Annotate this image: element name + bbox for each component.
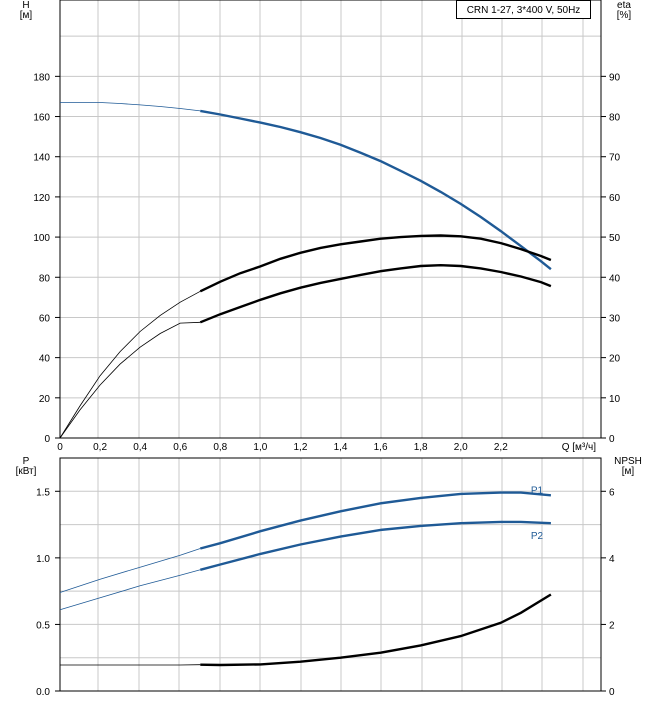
x-tick-label: 2,0 — [454, 442, 468, 453]
y-tick-label: 0 — [44, 434, 50, 445]
power-p2-curve — [200, 522, 551, 570]
y2-tick-label: 0 — [609, 434, 615, 445]
efficiency-curve-2 — [200, 265, 551, 322]
x-tick-label: 1,4 — [334, 442, 348, 453]
y-axis-label-unit: [м] — [20, 10, 33, 21]
x-tick-label: 1,0 — [253, 442, 267, 453]
y2-tick-label: 6 — [609, 487, 615, 498]
x-tick-label: 0,2 — [93, 442, 107, 453]
y2-tick-label: 50 — [609, 233, 621, 244]
y2-axis-label-unit: [м] — [622, 466, 635, 477]
x-tick-label: 0 — [57, 442, 63, 453]
y-tick-label: 140 — [33, 153, 50, 164]
y-tick-label: 0.0 — [36, 687, 50, 698]
y-axis-label-unit: [кВт] — [16, 466, 37, 477]
y2-tick-label: 20 — [609, 354, 621, 365]
y2-tick-label: 2 — [609, 620, 615, 631]
y-tick-label: 40 — [39, 354, 51, 365]
x-tick-label: 0,8 — [213, 442, 227, 453]
y-tick-label: 60 — [39, 313, 51, 324]
x-tick-label: 2,2 — [494, 442, 508, 453]
y2-tick-label: 4 — [609, 554, 615, 565]
efficiency-curve-1 — [200, 236, 551, 292]
npsh-curve — [200, 595, 551, 666]
y-tick-label: 180 — [33, 72, 50, 83]
series-label-p2: P2 — [531, 531, 544, 542]
x-tick-label: 0,4 — [133, 442, 147, 453]
y-tick-label: 160 — [33, 113, 50, 124]
x-axis-label: Q [м³/ч] — [562, 442, 597, 453]
y-tick-label: 0.5 — [36, 620, 50, 631]
chart-title-box: CRN 1-27, 3*400 V, 50Hz — [456, 0, 591, 19]
x-tick-label: 1,8 — [414, 442, 428, 453]
x-tick-label: 1,6 — [374, 442, 388, 453]
y2-tick-label: 30 — [609, 313, 621, 324]
x-tick-label: 1,2 — [293, 442, 307, 453]
y-tick-label: 120 — [33, 193, 50, 204]
y2-tick-label: 70 — [609, 153, 621, 164]
y-tick-label: 20 — [39, 394, 51, 405]
y-tick-label: 100 — [33, 233, 50, 244]
y2-tick-label: 0 — [609, 687, 615, 698]
series-label-p1: P1 — [531, 485, 544, 496]
plot-frame — [60, 0, 601, 438]
y2-tick-label: 80 — [609, 113, 621, 124]
y2-axis-label-unit: [%] — [617, 10, 632, 21]
y-tick-label: 1.0 — [36, 554, 50, 565]
y-tick-label: 1.5 — [36, 487, 50, 498]
y-tick-label: 80 — [39, 273, 51, 284]
x-tick-label: 0,6 — [173, 442, 187, 453]
y2-tick-label: 90 — [609, 72, 621, 83]
y2-tick-label: 40 — [609, 273, 621, 284]
y2-tick-label: 60 — [609, 193, 621, 204]
y2-tick-label: 10 — [609, 394, 621, 405]
power-p1-curve — [200, 493, 551, 549]
head-curve — [200, 111, 551, 269]
